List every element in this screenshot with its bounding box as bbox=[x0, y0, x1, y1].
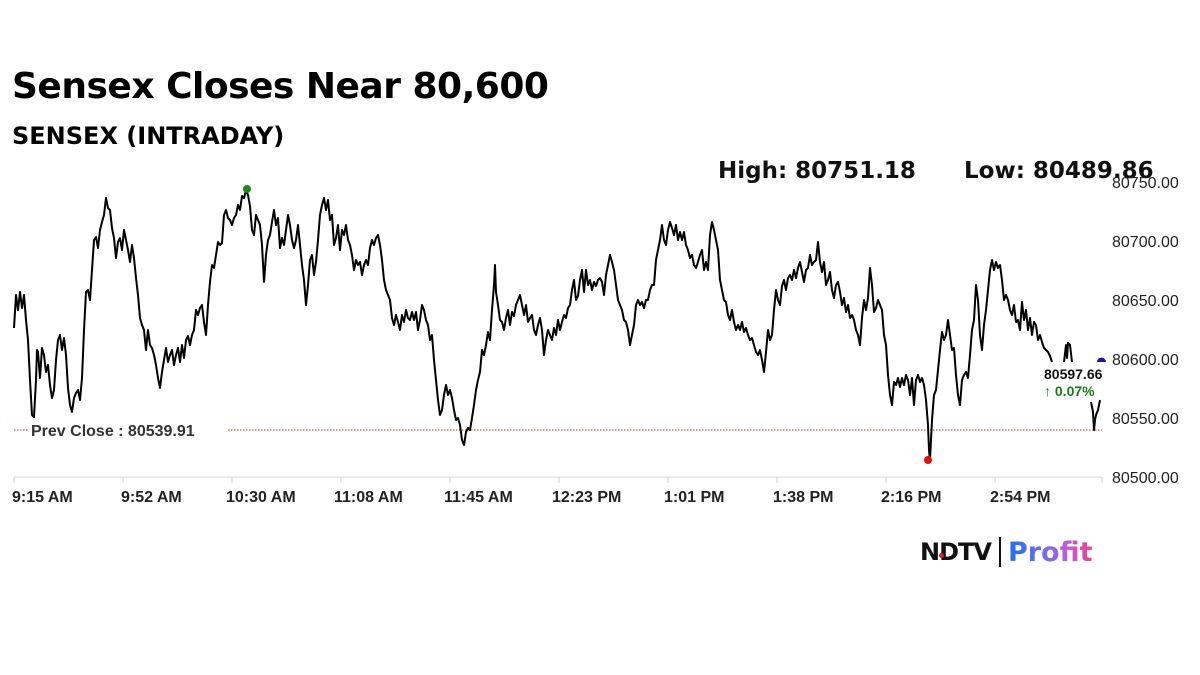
x-tick-label: 11:08 AM bbox=[334, 489, 403, 506]
day-low-label: Low: 80489.86 bbox=[964, 158, 1154, 184]
x-tick-label: 9:15 AM bbox=[12, 489, 73, 506]
price-line bbox=[13, 189, 1053, 461]
high-marker bbox=[243, 185, 251, 193]
price-line-end-segment bbox=[1090, 399, 1101, 431]
x-tick-label: 1:01 PM bbox=[664, 489, 724, 506]
x-tick-label: 1:38 PM bbox=[773, 489, 833, 506]
y-tick-80600: 80600.00 bbox=[1112, 352, 1179, 369]
logo-separator bbox=[998, 537, 1001, 567]
x-tick-label: 2:54 PM bbox=[990, 489, 1050, 506]
profit-wordmark: Profit bbox=[1007, 536, 1093, 568]
y-tick-80500: 80500.00 bbox=[1112, 470, 1179, 487]
price-line-gap-segment bbox=[1063, 342, 1073, 363]
chart-subtitle: SENSEX (INTRADAY) bbox=[12, 122, 285, 150]
x-tick-label: 12:23 PM bbox=[552, 489, 621, 506]
change-percent-label: ↑ 0.07% bbox=[1044, 383, 1095, 399]
ndtv-wordmark: NDTV bbox=[920, 538, 992, 566]
x-tick-label: 11:45 AM bbox=[444, 489, 513, 506]
prev-close-label: Prev Close : 80539.91 bbox=[31, 423, 195, 440]
y-tick-80700: 80700.00 bbox=[1112, 234, 1179, 251]
y-tick-80550: 80550.00 bbox=[1112, 411, 1179, 428]
ndtv-red-dot-icon bbox=[939, 553, 944, 558]
x-axis-ticks bbox=[13, 477, 1103, 483]
ndtv-text: NDTV bbox=[920, 538, 992, 566]
last-value-label: 80597.66 bbox=[1044, 366, 1103, 382]
y-tick-80750: 80750.00 bbox=[1112, 175, 1179, 192]
x-tick-label: 2:16 PM bbox=[881, 489, 941, 506]
day-high-label: High: 80751.18 bbox=[718, 158, 916, 184]
last-value-marker bbox=[1097, 357, 1106, 362]
y-tick-80650: 80650.00 bbox=[1112, 293, 1179, 310]
x-tick-label: 10:30 AM bbox=[226, 489, 296, 506]
low-marker bbox=[924, 456, 932, 464]
chart-title: Sensex Closes Near 80,600 bbox=[12, 66, 549, 107]
x-tick-label: 9:52 AM bbox=[121, 489, 182, 506]
ndtv-profit-logo: NDTV Profit bbox=[920, 534, 1093, 570]
